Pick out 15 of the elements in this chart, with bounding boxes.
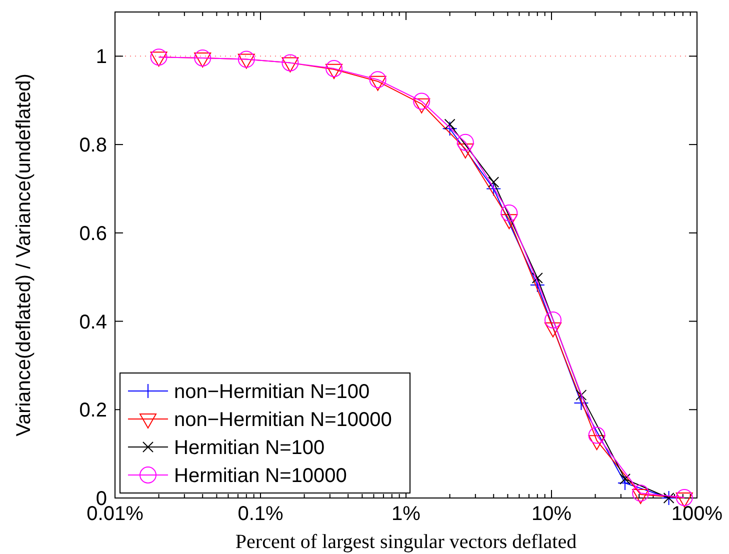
y-tick-label: 0.6	[79, 222, 107, 245]
y-tick-label: 1	[96, 46, 107, 68]
x-tick-label: 0.1%	[238, 503, 284, 525]
legend-label: Hermitian N=100	[174, 437, 325, 459]
x-tick-label: 10%	[531, 503, 572, 525]
y-tick-label: 0.4	[79, 311, 107, 334]
x-axis-title: Percent of largest singular vectors deflated	[235, 531, 577, 553]
legend-label: non−Hermitian N=100	[174, 381, 370, 403]
x-tick-label: 1%	[392, 503, 421, 525]
y-tick-label: 0.8	[79, 134, 107, 157]
legend-label: Hermitian N=10000	[174, 465, 347, 487]
x-tick-label: 100%	[671, 503, 723, 525]
y-tick-label: 0.2	[79, 400, 107, 422]
y-axis-title: Variance(deflated) / Variance(undeflated)	[13, 74, 35, 436]
legend-label: non−Hermitian N=10000	[174, 409, 392, 431]
